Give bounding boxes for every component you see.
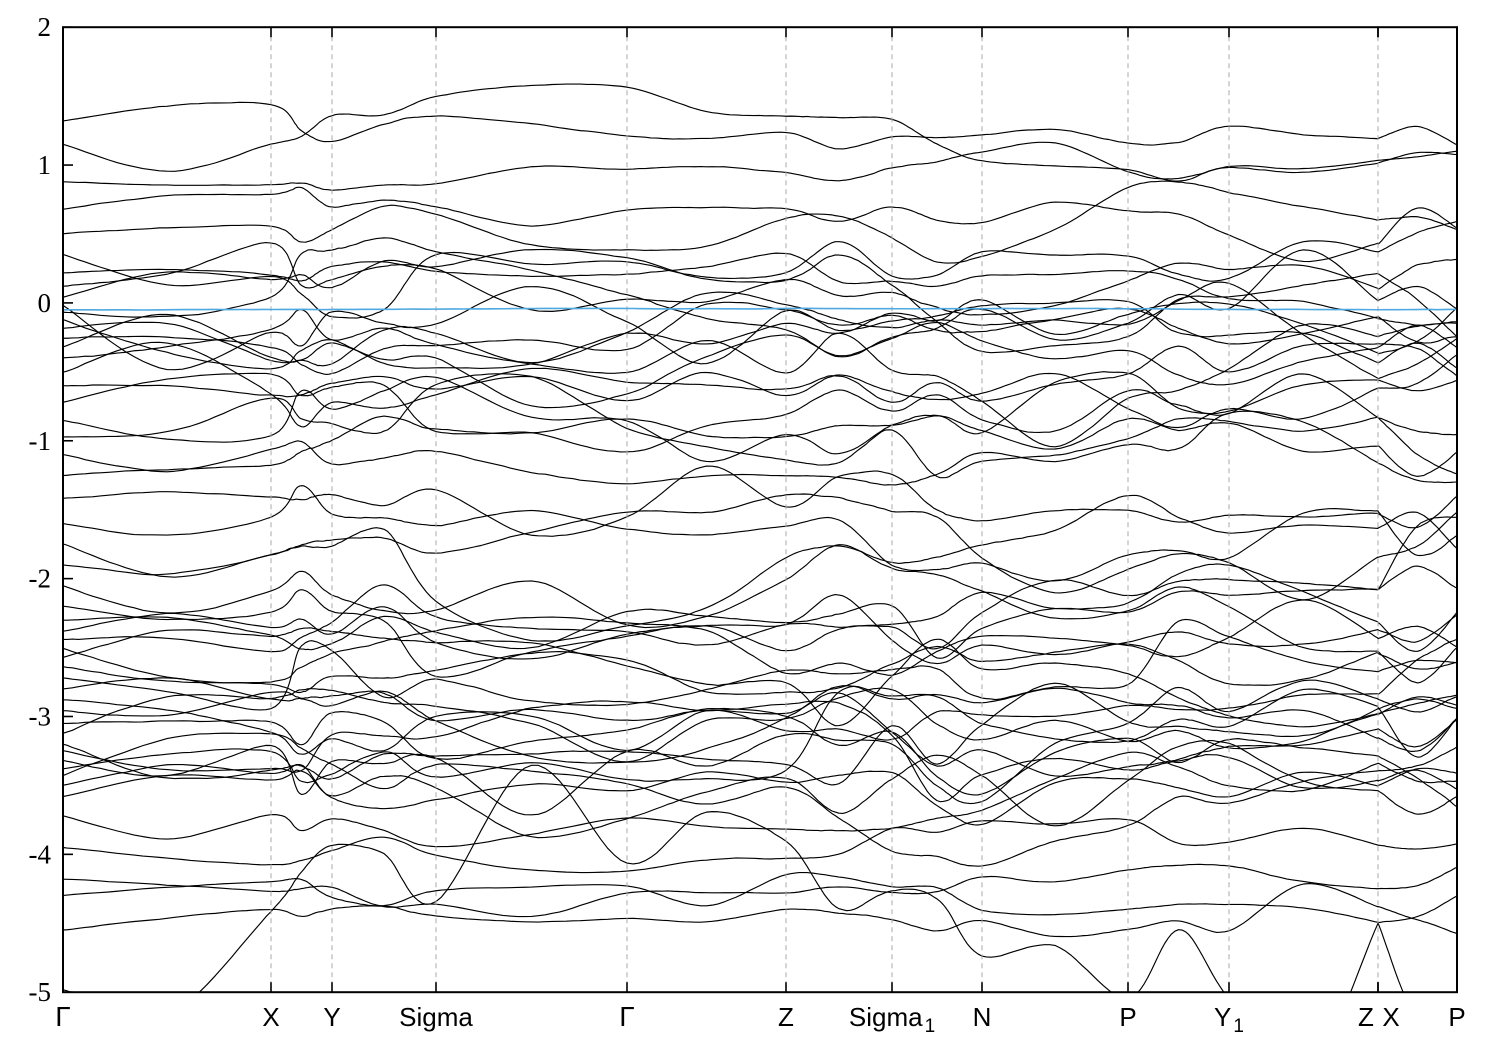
svg-text:P: P xyxy=(1119,1002,1136,1032)
svg-text:P: P xyxy=(1448,1002,1465,1032)
svg-text:-5: -5 xyxy=(29,977,52,1007)
svg-text:1: 1 xyxy=(38,150,52,180)
svg-text:Z: Z xyxy=(1358,1002,1374,1032)
svg-text:Y: Y xyxy=(323,1002,340,1032)
svg-text:Γ: Γ xyxy=(55,1001,70,1032)
svg-text:X: X xyxy=(1382,1002,1399,1032)
svg-text:Sigma: Sigma xyxy=(399,1002,473,1032)
svg-text:-4: -4 xyxy=(29,839,52,869)
svg-text:-1: -1 xyxy=(29,426,52,456)
svg-text:0: 0 xyxy=(38,288,52,318)
svg-text:-3: -3 xyxy=(29,701,52,731)
svg-text:Z: Z xyxy=(778,1002,794,1032)
svg-text:2: 2 xyxy=(38,12,52,42)
svg-text:N: N xyxy=(973,1002,992,1032)
svg-text:X: X xyxy=(262,1002,279,1032)
svg-text:Γ: Γ xyxy=(619,1001,634,1032)
svg-text:-2: -2 xyxy=(29,564,52,594)
